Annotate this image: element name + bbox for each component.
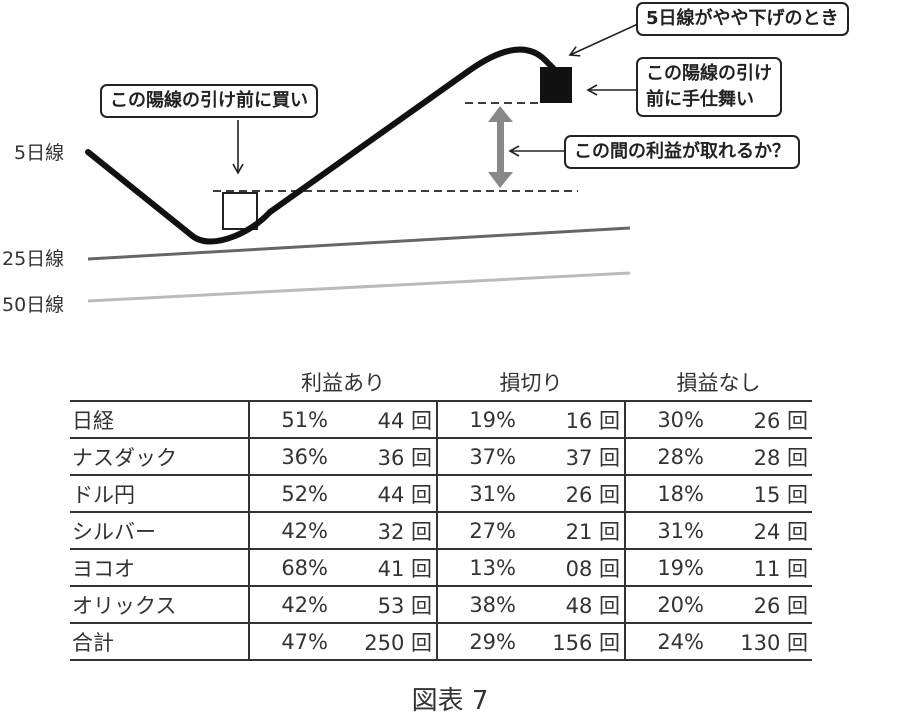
- arrow-ma-down: [568, 22, 641, 57]
- table-row: オリックス 42% 53 回 38% 48 回 20% 26 回: [70, 585, 812, 623]
- table-row: 合計 47% 250 回 29% 156 回 24% 130 回: [70, 622, 812, 661]
- figure-caption: 図表 7: [411, 686, 489, 716]
- ma50-label: 50日線: [2, 294, 65, 316]
- callout-exit-line2: 前に手仕舞い: [646, 89, 754, 110]
- ma5-label: 5日線: [14, 142, 65, 164]
- count-cell: 53 回: [328, 585, 437, 623]
- count-cell: 26 回: [516, 474, 625, 512]
- count-cell: 28 回: [704, 437, 812, 475]
- table-row: ヨコオ 68% 41 回 13% 08 回 19% 11 回: [70, 548, 812, 586]
- count-cell: 08 回: [516, 548, 625, 586]
- callout-profit: この間の利益が取れるか？: [564, 135, 800, 169]
- percent-cell: 19%: [436, 400, 516, 438]
- percent-cell: 24%: [624, 622, 704, 661]
- count-cell: 26 回: [704, 400, 812, 438]
- percent-cell: 68%: [248, 548, 328, 586]
- percent-cell: 27%: [436, 511, 516, 549]
- row-name: ナスダック: [70, 437, 249, 475]
- count-cell: 44 回: [328, 400, 437, 438]
- count-cell: 26 回: [704, 585, 812, 623]
- percent-cell: 30%: [624, 400, 704, 438]
- table-row: ナスダック 36% 36 回 37% 37 回 28% 28 回: [70, 437, 812, 475]
- percent-cell: 28%: [624, 437, 704, 475]
- table-header-row: 利益あり 損切り 損益なし: [70, 364, 812, 401]
- count-cell: 21 回: [516, 511, 625, 549]
- row-name: 合計: [70, 622, 249, 661]
- percent-cell: 20%: [624, 585, 704, 623]
- count-cell: 130 回: [704, 622, 812, 661]
- header-stoploss: 損切り: [499, 371, 563, 395]
- callout-exit: この陽線の引け 前に手仕舞い: [636, 57, 782, 117]
- table-row: ドル円 52% 44 回 31% 26 回 18% 15 回: [70, 474, 812, 512]
- buy-candle: [222, 192, 258, 230]
- callout-exit-line1: この陽線の引け: [646, 63, 772, 84]
- percent-cell: 18%: [624, 474, 704, 512]
- count-cell: 32 回: [328, 511, 437, 549]
- count-cell: 48 回: [516, 585, 625, 623]
- percent-cell: 42%: [248, 511, 328, 549]
- percent-cell: 31%: [624, 511, 704, 549]
- count-cell: 41 回: [328, 548, 437, 586]
- row-name: オリックス: [70, 585, 249, 623]
- ma50-line: [87, 271, 631, 303]
- callout-buy: この陽線の引け前に買い: [100, 84, 318, 118]
- count-cell: 44 回: [328, 474, 437, 512]
- count-cell: 11 回: [704, 548, 812, 586]
- percent-cell: 36%: [248, 437, 328, 475]
- percent-cell: 42%: [248, 585, 328, 623]
- table-row: シルバー 42% 32 回 27% 21 回 31% 24 回: [70, 511, 812, 549]
- table-row: 日経 51% 44 回 19% 16 回 30% 26 回: [70, 400, 812, 438]
- count-cell: 36 回: [328, 437, 437, 475]
- percent-cell: 29%: [436, 622, 516, 661]
- header-blank: [70, 364, 249, 401]
- header-breakeven: 損益なし: [676, 371, 761, 395]
- count-cell: 15 回: [704, 474, 812, 512]
- count-cell: 156 回: [516, 622, 625, 661]
- row-name: ドル円: [70, 474, 249, 512]
- percent-cell: 19%: [624, 548, 704, 586]
- percent-cell: 52%: [248, 474, 328, 512]
- header-profit: 利益あり: [301, 371, 385, 395]
- count-cell: 37 回: [516, 437, 625, 475]
- moving-average-diagram: [85, 22, 641, 303]
- row-name: シルバー: [70, 511, 249, 549]
- callout-ma-down: 5日線がやや下げのとき: [636, 2, 849, 36]
- count-cell: 24 回: [704, 511, 812, 549]
- percent-cell: 37%: [436, 437, 516, 475]
- percent-cell: 31%: [436, 474, 516, 512]
- exit-candle: [540, 67, 572, 103]
- ma25-label: 25日線: [2, 248, 65, 270]
- ma5-curve: [85, 46, 558, 245]
- count-cell: 250 回: [328, 622, 437, 661]
- percent-cell: 47%: [248, 622, 328, 661]
- percent-cell: 38%: [436, 585, 516, 623]
- results-table: 利益あり 損切り 損益なし 日経 51% 44 回 19% 16 回 30% 26 回ナスダ…: [70, 364, 812, 661]
- row-name: 日経: [70, 400, 249, 438]
- row-name: ヨコオ: [70, 548, 249, 586]
- ma25-line: [87, 226, 631, 261]
- percent-cell: 13%: [436, 548, 516, 586]
- percent-cell: 51%: [248, 400, 328, 438]
- count-cell: 16 回: [516, 400, 625, 438]
- profit-range-arrow: [488, 106, 513, 188]
